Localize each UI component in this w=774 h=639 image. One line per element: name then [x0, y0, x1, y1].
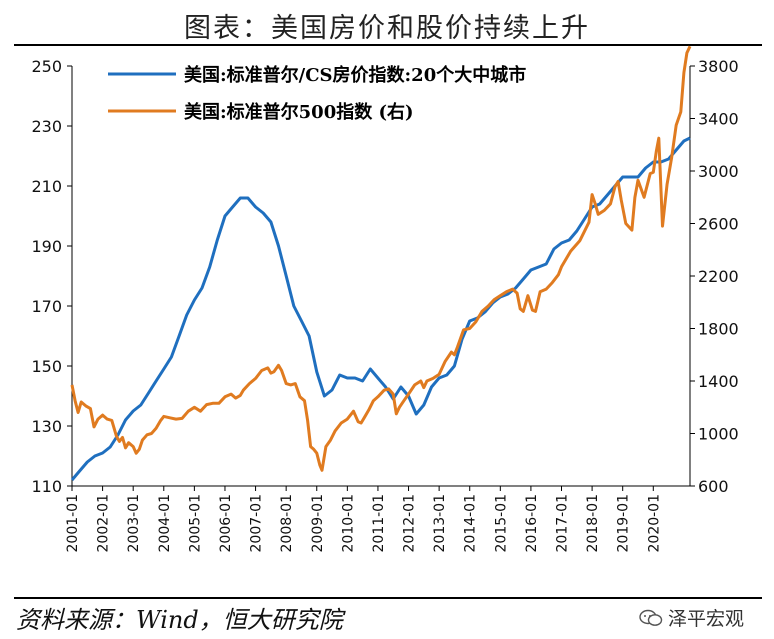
y-tick-label-left: 210 [31, 177, 62, 196]
x-tick-label: 2007-01 [249, 494, 265, 553]
source-note: 资料来源：Wind，恒大研究院 [16, 606, 343, 634]
y-tick-label-left: 110 [31, 477, 62, 496]
y-tick-label-right: 3400 [698, 110, 739, 129]
legend-label: 美国:标准普尔/CS房价指数:20个大中城市 [184, 64, 526, 86]
watermark: 泽平宏观 [638, 604, 744, 631]
series-line-sp500 [70, 45, 692, 472]
x-tick-label: 2010-01 [340, 494, 356, 553]
x-tick-label: 2019-01 [616, 494, 632, 553]
x-tick-label: 2013-01 [432, 494, 448, 553]
x-tick-label: 2006-01 [218, 494, 234, 553]
x-tick-label: 2002-01 [96, 494, 112, 553]
watermark-text: 泽平宏观 [668, 608, 745, 630]
y-tick-label-left: 230 [31, 117, 62, 136]
x-tick-label: 2020-01 [646, 494, 662, 553]
y-tick-label-left: 170 [31, 297, 62, 316]
y-tick-label-right: 3800 [698, 57, 739, 76]
y-tick-label-right: 600 [698, 477, 729, 496]
chart-title: 图表：美国房价和股价持续上升 [184, 13, 590, 44]
x-tick-label: 2004-01 [157, 494, 173, 553]
x-tick-label: 2014-01 [463, 494, 479, 553]
y-tick-label-right: 2600 [698, 215, 739, 234]
x-tick-label: 2008-01 [279, 494, 295, 553]
series-lines [70, 45, 692, 481]
x-tick-label: 2001-01 [65, 494, 81, 553]
y-tick-label-left: 150 [31, 357, 62, 376]
y-tick-label-left: 250 [31, 57, 62, 76]
x-tick-label: 2016-01 [524, 494, 540, 553]
x-tick-label: 2015-01 [493, 494, 509, 553]
x-tick-label: 2005-01 [187, 494, 203, 553]
axes: 110 130 150 170 190 210 230 250 600 1000 1400 1800 2… [31, 57, 738, 553]
y-tick-label-right: 3000 [698, 162, 739, 181]
x-tick-label: 2018-01 [585, 494, 601, 553]
x-tick-label: 2011-01 [371, 494, 387, 553]
x-tick-label: 2009-01 [310, 494, 326, 553]
y-tick-label-right: 1000 [698, 425, 739, 444]
wechat-icon [639, 609, 663, 626]
x-tick-label: 2017-01 [555, 494, 571, 553]
x-tick-label: 2012-01 [402, 494, 418, 553]
y-tick-label-left: 130 [31, 417, 62, 436]
title-underline [14, 44, 762, 46]
series-line-house-price [70, 136, 691, 481]
y-tick-label-right: 2200 [698, 267, 739, 286]
y-tick-label-right: 1400 [698, 372, 739, 391]
x-tick-label: 2003-01 [126, 494, 142, 553]
chart-area: 110 130 150 170 190 210 230 250 600 1000 1400 1800 2… [31, 45, 739, 553]
legend-label: 美国:标准普尔500指数 (右) [184, 101, 414, 123]
y-tick-label-left: 190 [31, 237, 62, 256]
footer-rule [14, 597, 762, 599]
y-tick-label-right: 1800 [698, 320, 739, 339]
